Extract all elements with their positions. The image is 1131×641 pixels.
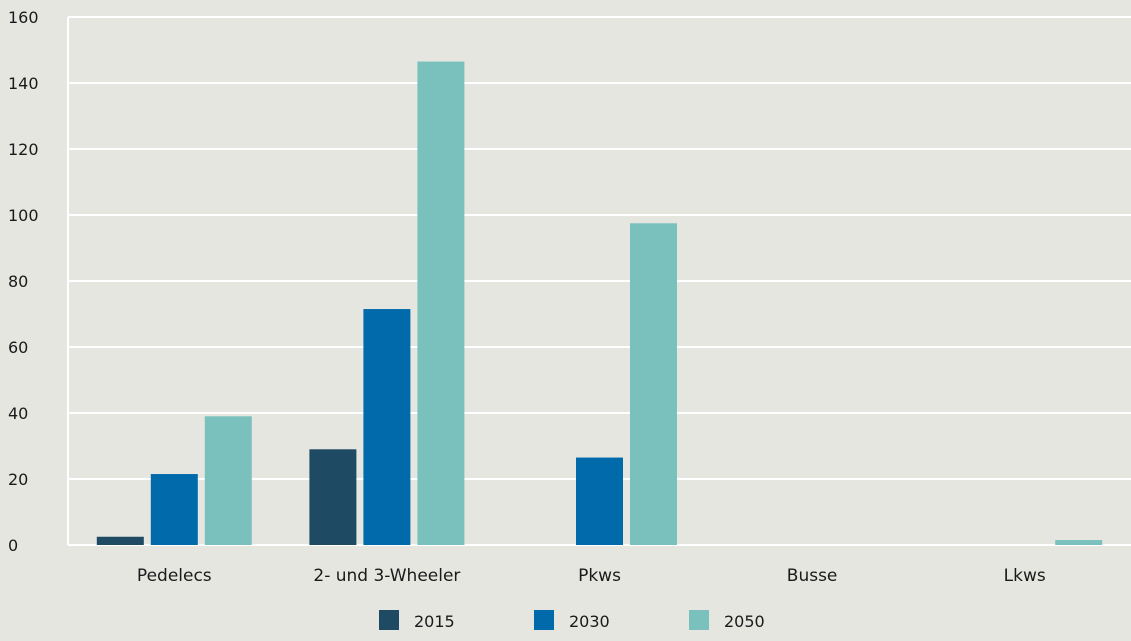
legend-swatch-2015	[379, 610, 399, 630]
bar-pkws-2050	[630, 223, 677, 545]
x-category-label: Pedelecs	[137, 566, 212, 586]
bar-pedelecs-2030	[150, 474, 198, 545]
y-tick-label-60: 60	[8, 338, 28, 357]
bar-pedelecs-2050	[204, 416, 252, 545]
bar-2-und-3-wheeler-2015	[309, 449, 357, 545]
legend: 2015 2030 2050	[379, 610, 765, 631]
legend-label-2015: 2015	[414, 612, 455, 631]
legend-swatch-2030	[534, 610, 554, 630]
x-category-label: 2- und 3-Wheeler	[313, 566, 460, 586]
legend-label-2030: 2030	[569, 612, 610, 631]
y-axis-tick-labels: 0 20 40 60 80 100 120 140 160	[8, 8, 39, 555]
bars	[96, 61, 1103, 546]
bar-pkws-2030	[576, 457, 623, 545]
legend-label-2050: 2050	[724, 612, 765, 631]
y-tick-label-80: 80	[8, 272, 28, 291]
y-tick-label-120: 120	[8, 140, 39, 159]
y-tick-label-100: 100	[8, 206, 39, 225]
y-tick-label-0: 0	[8, 536, 18, 555]
bar-2-und-3-wheeler-2050	[417, 61, 465, 546]
x-category-label: Lkws	[1004, 566, 1046, 586]
bar-pedelecs-2015	[96, 536, 144, 545]
legend-swatch-2050	[689, 610, 709, 630]
y-tick-label-40: 40	[8, 404, 28, 423]
y-tick-label-160: 160	[8, 8, 39, 27]
x-category-label: Busse	[787, 566, 838, 586]
bar-2-und-3-wheeler-2030	[363, 309, 411, 545]
y-tick-label-140: 140	[8, 74, 39, 93]
y-tick-label-20: 20	[8, 470, 28, 489]
x-category-label: Pkws	[578, 566, 621, 586]
x-axis-category-labels: Pedelecs 2- und 3-Wheeler Pkws Busse Lkws	[137, 566, 1046, 586]
bar-lkws-2050	[1055, 540, 1103, 545]
